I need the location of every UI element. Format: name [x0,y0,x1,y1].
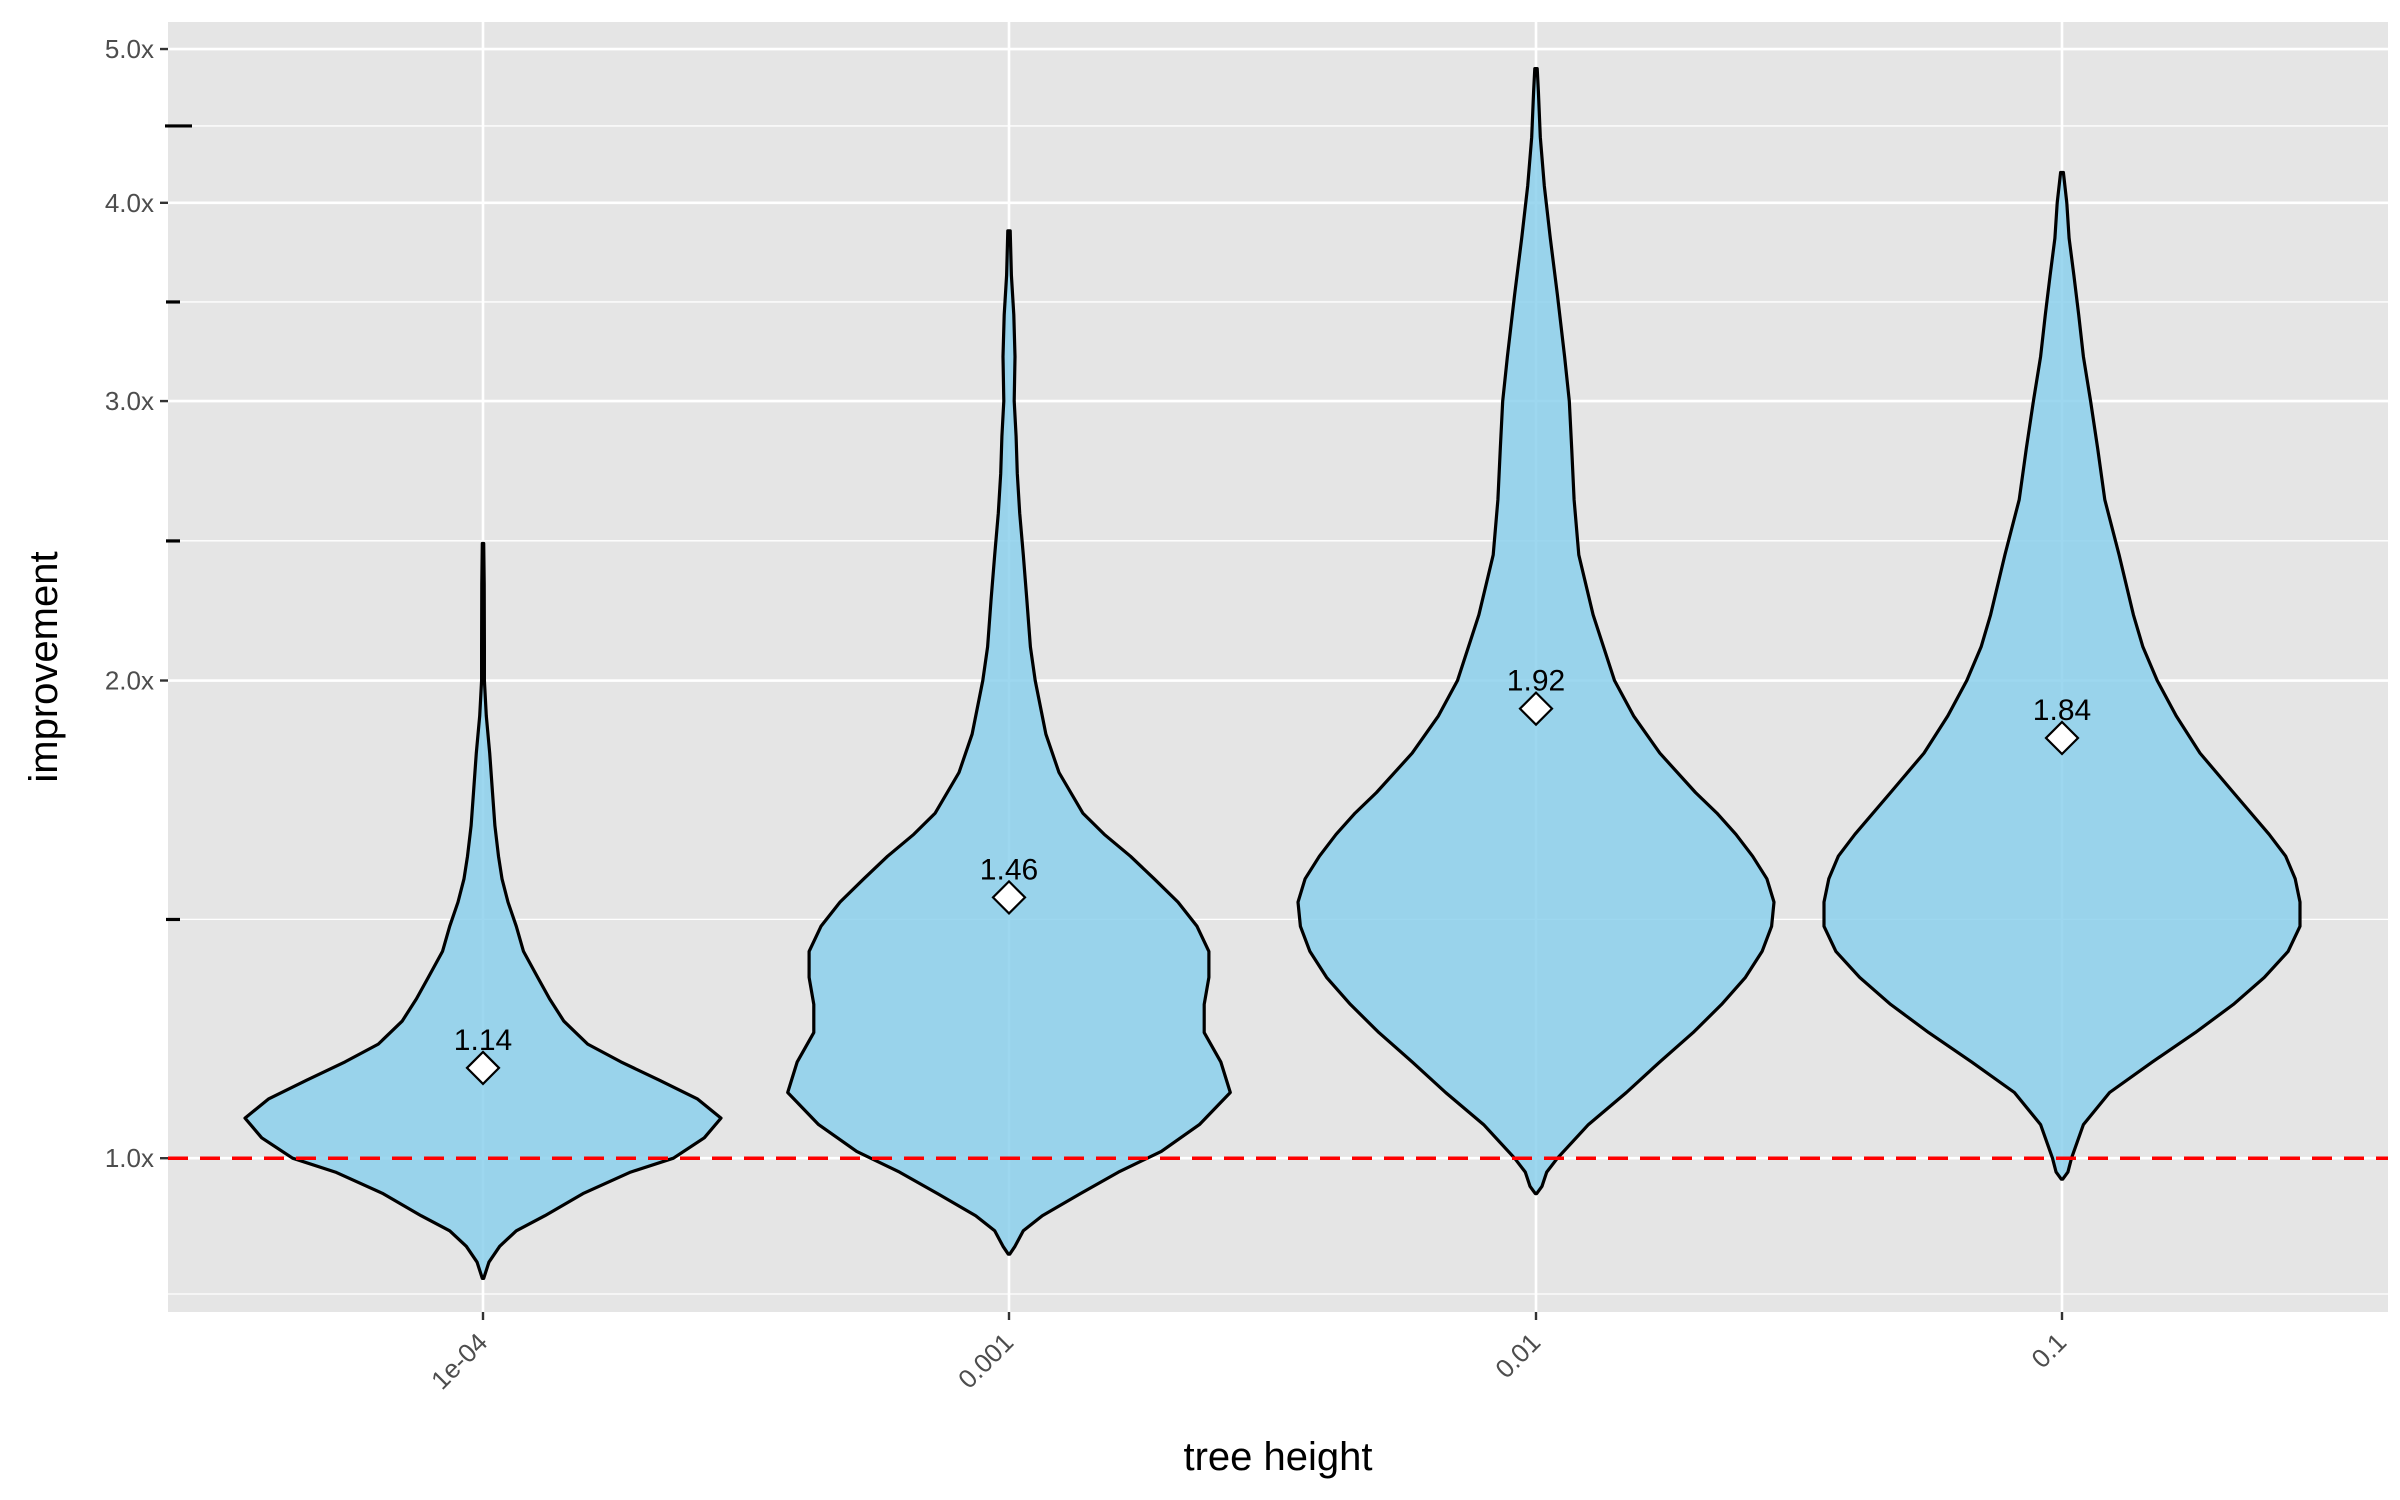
violin-0.1 [1822,170,2302,1181]
mean-label-1e-04: 1.14 [454,1024,512,1057]
mean-label-0.001: 1.46 [980,853,1038,886]
x-axis-title: tree height [1183,1435,1372,1479]
x-tick-label-0.1: 0.1 [2025,1327,2072,1374]
mean-label-0.1: 1.84 [2033,694,2091,727]
y-tick-label: 3.0x [105,386,154,416]
x-tick-label-0.001: 0.001 [952,1327,1019,1394]
x-tick-label-0.01: 0.01 [1489,1327,1546,1384]
mean-marker-0.1 [2044,720,2080,756]
mean-label-0.01: 1.92 [1507,665,1565,698]
y-axis-title: improvement [22,551,66,782]
mean-marker-0.01 [1518,691,1554,727]
y-tick-label: 1.0x [105,1143,154,1173]
x-axis: 1e-04 0.001 0.01 0.1 [425,1312,2072,1395]
y-tick-label: 5.0x [105,34,154,64]
mean-marker-1e-04 [465,1050,501,1086]
violin-group [243,67,2302,1280]
y-tick-label: 4.0x [105,188,154,218]
violin-0.01 [1296,67,1776,1196]
y-axis: 1.0x 2.0x 3.0x 4.0x 5.0x [105,34,192,1173]
x-tick-label-1e-04: 1e-04 [425,1327,493,1395]
violin-1e-04 [243,541,723,1280]
violin-0.001 [786,229,1232,1256]
mean-markers: 1.14 1.46 1.92 1.84 [454,665,2091,1086]
mean-marker-0.001 [991,879,1027,915]
y-tick-label: 2.0x [105,666,154,696]
